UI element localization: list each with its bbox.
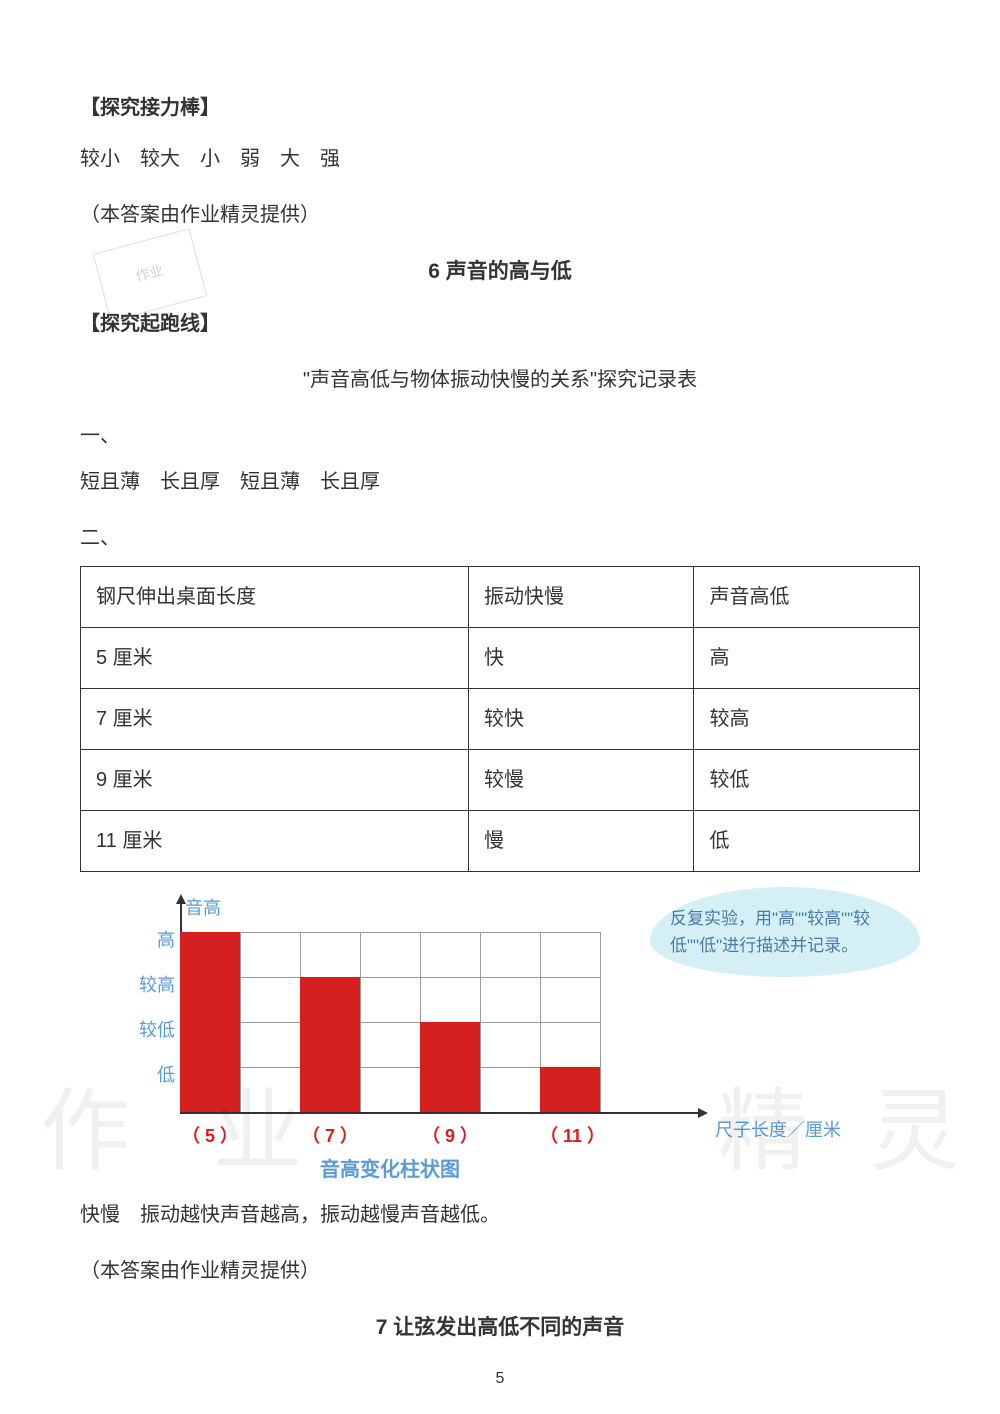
section2-heading: 【探究起跑线】 <box>80 306 920 342</box>
section2-title: 6 声音的高与低 <box>80 253 920 291</box>
chart-callout: 反复实验，用"高""较高""较低""低"进行描述并记录。 <box>650 887 920 977</box>
list1-number: 一、 <box>80 418 920 454</box>
chart-gridline <box>360 932 361 1112</box>
section1-answers: 较小 较大 小 弱 大 强 <box>80 141 920 177</box>
chart-ytick: 低 <box>120 1059 175 1091</box>
table-row: 钢尺伸出桌面长度 振动快慢 声音高低 <box>81 566 920 627</box>
chart-ylabel: 音高 <box>185 892 221 924</box>
chart-xtick: （ 5 ） <box>180 1120 240 1152</box>
list2-number: 二、 <box>80 520 920 556</box>
chart-ytick: 较低 <box>120 1014 175 1046</box>
table-cell: 振动快慢 <box>469 566 694 627</box>
table-cell: 较高 <box>694 688 920 749</box>
chart-xtick: （ 7 ） <box>300 1120 360 1152</box>
chart-ytick: 高 <box>120 924 175 956</box>
table-cell: 9 厘米 <box>81 749 469 810</box>
chart-xtick: （ 11 ） <box>540 1120 600 1152</box>
chart-gridline <box>180 1067 600 1068</box>
after-chart-text: 快慢 振动越快声音越高，振动越慢声音越低。 <box>80 1197 920 1233</box>
table-cell: 高 <box>694 627 920 688</box>
chart-title: 音高变化柱状图 <box>180 1152 600 1188</box>
table-row: 11 厘米 慢 低 <box>81 810 920 871</box>
table-row: 5 厘米 快 高 <box>81 627 920 688</box>
chart-bar <box>420 1022 480 1112</box>
pitch-bar-chart: 音高 高 较高 较低 低 （ 5 ） （ 7 ） （ 9 ） （ 11 ） 尺子… <box>80 892 920 1192</box>
table-cell: 慢 <box>469 810 694 871</box>
list1-text: 短且薄 长且厚 短且薄 长且厚 <box>80 464 920 500</box>
table-row: 9 厘米 较慢 较低 <box>81 749 920 810</box>
chart-gridline <box>180 1022 600 1023</box>
table-cell: 5 厘米 <box>81 627 469 688</box>
page-number: 5 <box>0 1365 1000 1394</box>
chart-gridline <box>600 932 601 1112</box>
table-cell: 低 <box>694 810 920 871</box>
table-cell: 较快 <box>469 688 694 749</box>
chart-gridline <box>180 977 600 978</box>
chart-ytick: 较高 <box>120 969 175 1001</box>
chart-xtick: （ 9 ） <box>420 1120 480 1152</box>
section1-credit: （本答案由作业精灵提供） <box>80 197 920 233</box>
chart-gridline <box>480 932 481 1112</box>
chart-xaxis <box>180 1112 700 1114</box>
chart-gridline <box>180 932 600 933</box>
chart-bar <box>180 932 240 1112</box>
table-cell: 11 厘米 <box>81 810 469 871</box>
chart-gridline <box>240 932 241 1112</box>
chart-xlabel: 尺子长度／厘米 <box>715 1114 841 1146</box>
chart-bar <box>540 1067 600 1112</box>
section1-heading: 【探究接力棒】 <box>80 90 920 126</box>
chart-bar <box>300 977 360 1112</box>
table-cell: 较低 <box>694 749 920 810</box>
table-cell: 快 <box>469 627 694 688</box>
table-row: 7 厘米 较快 较高 <box>81 688 920 749</box>
table-cell: 钢尺伸出桌面长度 <box>81 566 469 627</box>
section3-title: 7 让弦发出高低不同的声音 <box>80 1309 920 1347</box>
table-cell: 声音高低 <box>694 566 920 627</box>
table-cell: 较慢 <box>469 749 694 810</box>
record-table-title: "声音高低与物体振动快慢的关系"探究记录表 <box>80 362 920 398</box>
vibration-table: 钢尺伸出桌面长度 振动快慢 声音高低 5 厘米 快 高 7 厘米 较快 较高 9… <box>80 566 920 872</box>
table-cell: 7 厘米 <box>81 688 469 749</box>
after-chart-credit: （本答案由作业精灵提供） <box>80 1253 920 1289</box>
